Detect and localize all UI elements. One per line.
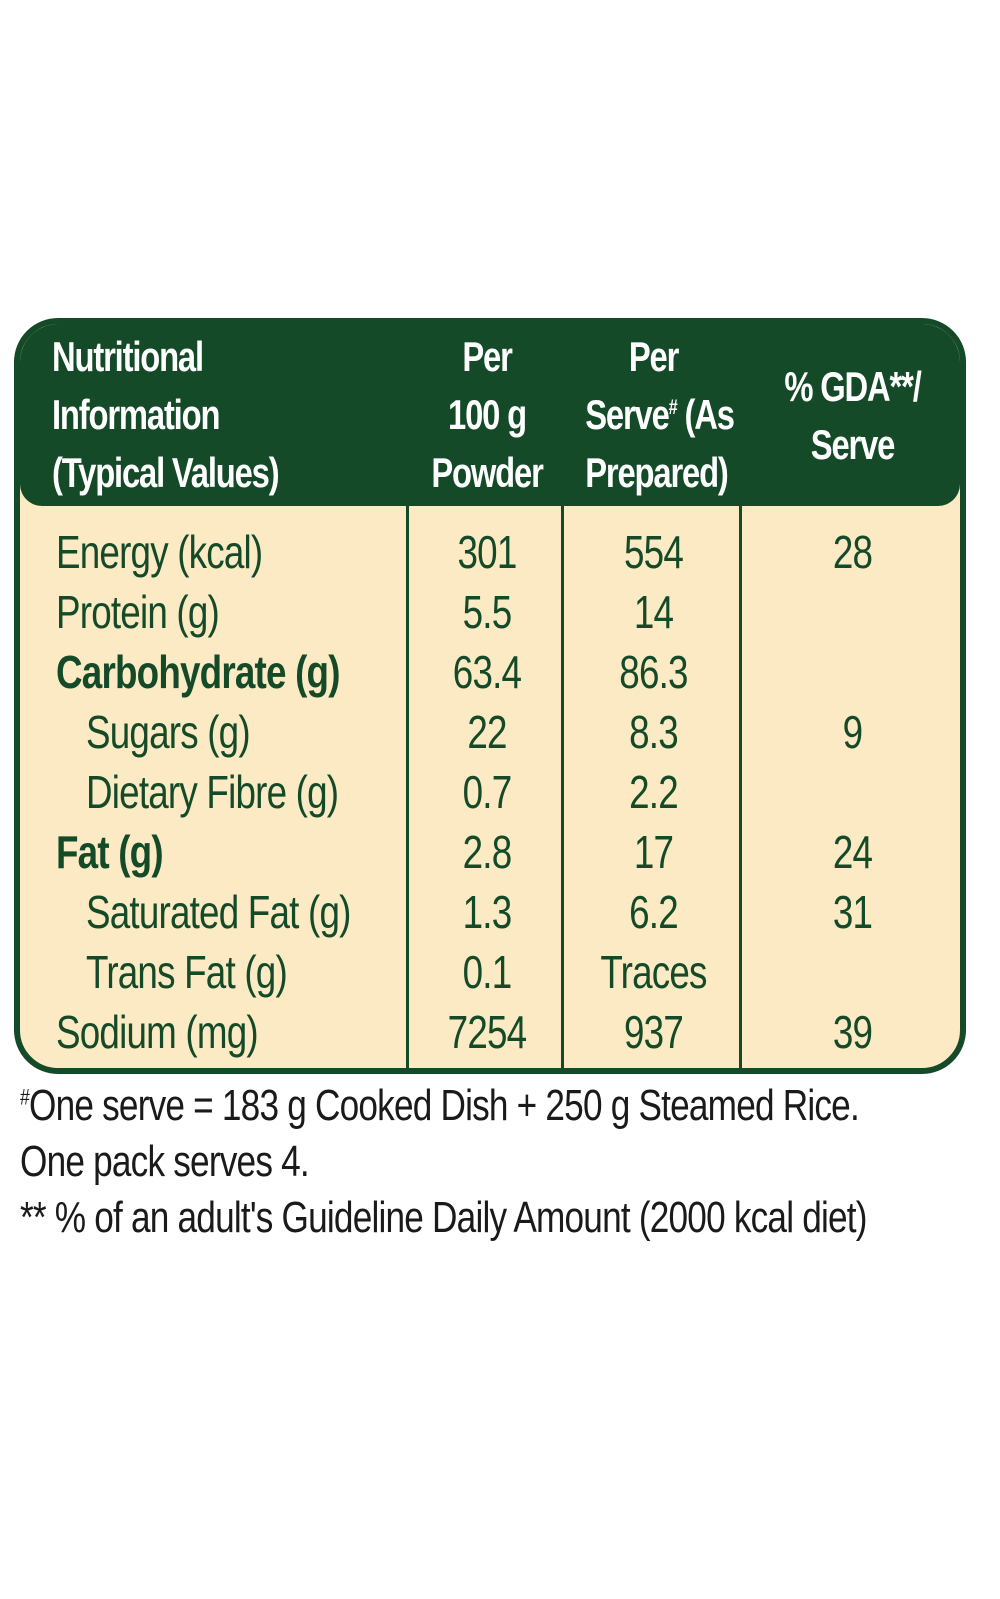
per-100g-value: 7254 xyxy=(447,1006,527,1058)
table-row: Dietary Fibre (g) 0.7 2.2 xyxy=(20,762,960,822)
gda-value xyxy=(767,642,939,702)
per-serve-value: Traces xyxy=(600,946,707,998)
table-row: Trans Fat (g) 0.1 Traces xyxy=(20,942,960,1002)
gda-value: 9 xyxy=(842,706,863,758)
column-divider xyxy=(561,506,564,1068)
per-serve-value: 554 xyxy=(624,526,684,578)
per-serve-value: 17 xyxy=(633,826,674,878)
row-label: Sodium (mg) xyxy=(56,1006,259,1058)
header-per-100g: Per 100 g Powder xyxy=(429,328,546,502)
per-serve-value: 937 xyxy=(624,1006,684,1058)
hash-mark: # xyxy=(20,1084,30,1110)
gda-value xyxy=(767,942,939,1002)
header-nutritional-information: Nutritional Information (Typical Values) xyxy=(52,328,280,502)
header-line: Information xyxy=(52,391,220,438)
header-line: Powder xyxy=(431,449,543,496)
per-serve-value: 86.3 xyxy=(619,646,688,698)
row-label: Protein (g) xyxy=(56,586,220,638)
per-serve-value: 2.2 xyxy=(629,766,679,818)
per-100g-value: 2.8 xyxy=(462,826,513,878)
gda-value: 24 xyxy=(832,826,873,878)
table-row: Protein (g) 5.5 14 xyxy=(20,582,960,642)
row-label: Carbohydrate (g) xyxy=(56,646,340,698)
per-serve-value: 8.3 xyxy=(629,706,679,758)
gda-value: 31 xyxy=(832,886,873,938)
header-text: (As xyxy=(676,391,735,438)
header-line: Per xyxy=(628,333,679,380)
header-line: 100 g xyxy=(448,391,527,438)
header-per-serve: Per Serve# (As Prepared) xyxy=(585,328,735,502)
per-100g-value: 0.7 xyxy=(462,766,513,818)
gda-value: 28 xyxy=(832,526,873,578)
table-row: Carbohydrate (g) 63.4 86.3 xyxy=(20,642,960,702)
per-serve-value: 6.2 xyxy=(629,886,679,938)
per-100g-value: 0.1 xyxy=(462,946,513,998)
row-label: Saturated Fat (g) xyxy=(86,886,351,938)
row-label: Trans Fat (g) xyxy=(86,946,288,998)
column-divider xyxy=(739,506,742,1068)
row-label: Energy (kcal) xyxy=(56,526,263,578)
header-line: Per xyxy=(462,333,512,380)
row-label: Sugars (g) xyxy=(86,706,251,758)
column-divider xyxy=(406,506,409,1068)
table-row: Energy (kcal) 301 554 28 xyxy=(20,522,960,582)
header-line: Serve# (As xyxy=(585,386,735,444)
table-row: Saturated Fat (g) 1.3 6.2 31 xyxy=(20,882,960,942)
table-header: Nutritional Information (Typical Values)… xyxy=(20,324,960,506)
hash-mark: # xyxy=(668,396,678,419)
header-line: Prepared) xyxy=(585,449,729,496)
per-serve-value: 14 xyxy=(633,586,674,638)
header-line: Serve xyxy=(810,421,896,468)
per-100g-value: 22 xyxy=(467,706,507,758)
gda-value xyxy=(767,582,939,642)
footnote-pack: One pack serves 4. xyxy=(20,1137,310,1186)
header-gda-serve: % GDA**/ Serve xyxy=(769,358,937,474)
row-label: Dietary Fibre (g) xyxy=(86,766,339,818)
row-label: Fat (g) xyxy=(56,826,164,878)
per-100g-value: 63.4 xyxy=(452,646,522,698)
table-row: Sodium (mg) 7254 937 39 xyxy=(20,1002,960,1062)
footnote-gda: ** % of an adult's Guideline Daily Amoun… xyxy=(20,1193,867,1242)
per-100g-value: 5.5 xyxy=(462,586,513,638)
table-row: Sugars (g) 22 8.3 9 xyxy=(20,702,960,762)
header-text: Serve xyxy=(585,391,670,438)
header-line: % GDA**/ xyxy=(784,363,921,410)
gda-value xyxy=(767,762,939,822)
per-100g-value: 1.3 xyxy=(462,886,513,938)
table-row: Fat (g) 2.8 17 24 xyxy=(20,822,960,882)
nutrition-table: Nutritional Information (Typical Values)… xyxy=(14,318,966,1074)
per-100g-value: 301 xyxy=(457,526,518,578)
header-line: (Typical Values) xyxy=(52,449,280,496)
footnote-serve: #One serve = 183 g Cooked Dish + 250 g S… xyxy=(20,1078,860,1134)
header-line: Nutritional xyxy=(52,333,204,380)
gda-value: 39 xyxy=(832,1006,873,1058)
footnote-text: One serve = 183 g Cooked Dish + 250 g St… xyxy=(29,1081,860,1130)
